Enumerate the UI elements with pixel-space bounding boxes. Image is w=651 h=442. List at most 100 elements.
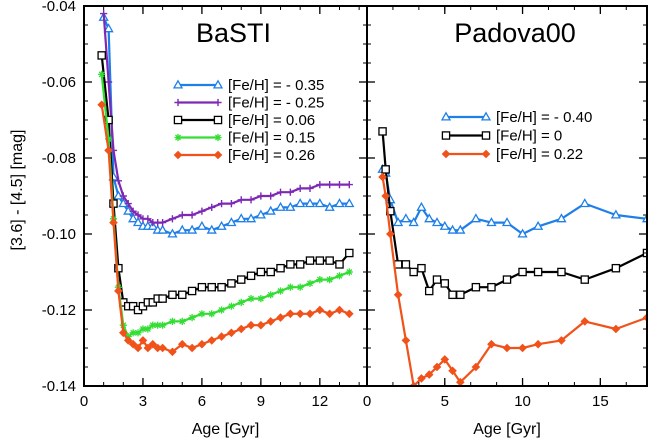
data-point [580,275,590,284]
data-point [186,224,198,234]
data-point [197,282,207,292]
data-point [431,217,443,227]
data-point [257,192,265,200]
data-point [257,295,265,303]
data-point [316,276,324,284]
data-point [266,317,276,326]
series-layer [377,127,647,386]
data-point [104,78,113,86]
data-point [206,224,217,234]
data-point [134,211,142,219]
data-point [471,282,481,292]
data-point [197,339,207,349]
data-point [400,213,412,223]
data-point [502,343,512,353]
data-point [207,282,216,292]
data-point [159,321,167,329]
data-point [470,213,482,223]
y-tick-label: -0.04 [42,0,76,15]
data-point [275,201,286,211]
data-point [448,366,457,376]
data-point [487,339,496,349]
data-point [174,98,182,107]
data-point [187,286,197,296]
x-tick-label: 15 [592,393,609,410]
data-point [133,343,143,353]
data-point [198,310,206,318]
data-point [557,336,566,345]
panel-padova00: 0 5 10 15 Padova00 Age [Gyr] [Fe/H] = - 0.4… [363,5,648,438]
data-point [167,228,178,238]
data-point [168,317,177,325]
data-point [439,220,450,230]
data-point [345,248,354,258]
data-point [159,219,167,227]
legend-label: [Fe/H] = - 0.25 [228,95,324,112]
data-point [178,290,187,300]
data-point [424,213,435,223]
data-point [227,279,236,288]
data-point [217,282,226,292]
series-0 [98,11,355,238]
data-point [247,196,255,204]
data-point [432,275,442,284]
data-point [118,328,128,338]
legend-label: [Fe/H] = - 0.40 [496,109,592,126]
data-point [148,339,158,349]
data-point [276,313,285,322]
data-point [267,291,275,299]
data-point [456,290,465,300]
data-point [188,211,196,219]
data-point [447,224,458,234]
data-point [255,209,266,219]
data-point [386,229,395,239]
legend-label: [Fe/H] = 0.15 [228,130,315,147]
series-3 [98,70,353,341]
x-tick-label: 5 [441,393,449,410]
data-point [138,336,148,345]
y-tick-label: -0.08 [42,150,76,167]
data-point [177,339,187,349]
data-point [276,188,285,196]
data-point [440,355,450,364]
data-point [432,362,442,372]
data-point [306,279,314,287]
x-tick-label: 3 [139,393,147,410]
data-point [187,343,197,353]
data-point [158,343,167,353]
data-point [104,146,113,155]
data-point [168,347,177,357]
series-line [381,168,647,236]
data-point [196,220,208,230]
series-0 [377,163,647,238]
data-point [128,339,138,349]
data-point [173,115,183,125]
x-tick-label: 9 [257,393,265,410]
data-point [295,309,305,319]
data-point [417,374,426,383]
data-point [487,282,496,292]
data-point [188,314,196,322]
data-point [440,279,450,288]
data-point [174,133,182,142]
data-point [556,213,567,223]
y-axis-label: [3.6] - [4.5] [mag] [9,130,26,251]
data-point [345,268,353,276]
data-point [345,309,354,319]
data-point [471,362,481,372]
data-point [158,294,167,303]
x-axis-label: Age [Gyr] [473,421,541,438]
ticks-layer: 0 3 6 9 12 -0.14 -0.12 -0.10 -0.08 -0.06 -0.04 [42,0,367,410]
y-tick-label: -0.10 [42,226,76,243]
data-point [393,290,403,300]
data-point [335,305,344,315]
x-axis-label: Age [Gyr] [192,421,260,438]
data-point [316,181,324,189]
y-tick-label: -0.14 [42,378,76,395]
data-point [198,207,206,215]
legend-label: [Fe/H] = 0 [496,128,562,145]
x-tick-label: 6 [198,393,206,410]
data-point [580,317,590,326]
data-point [123,336,133,345]
